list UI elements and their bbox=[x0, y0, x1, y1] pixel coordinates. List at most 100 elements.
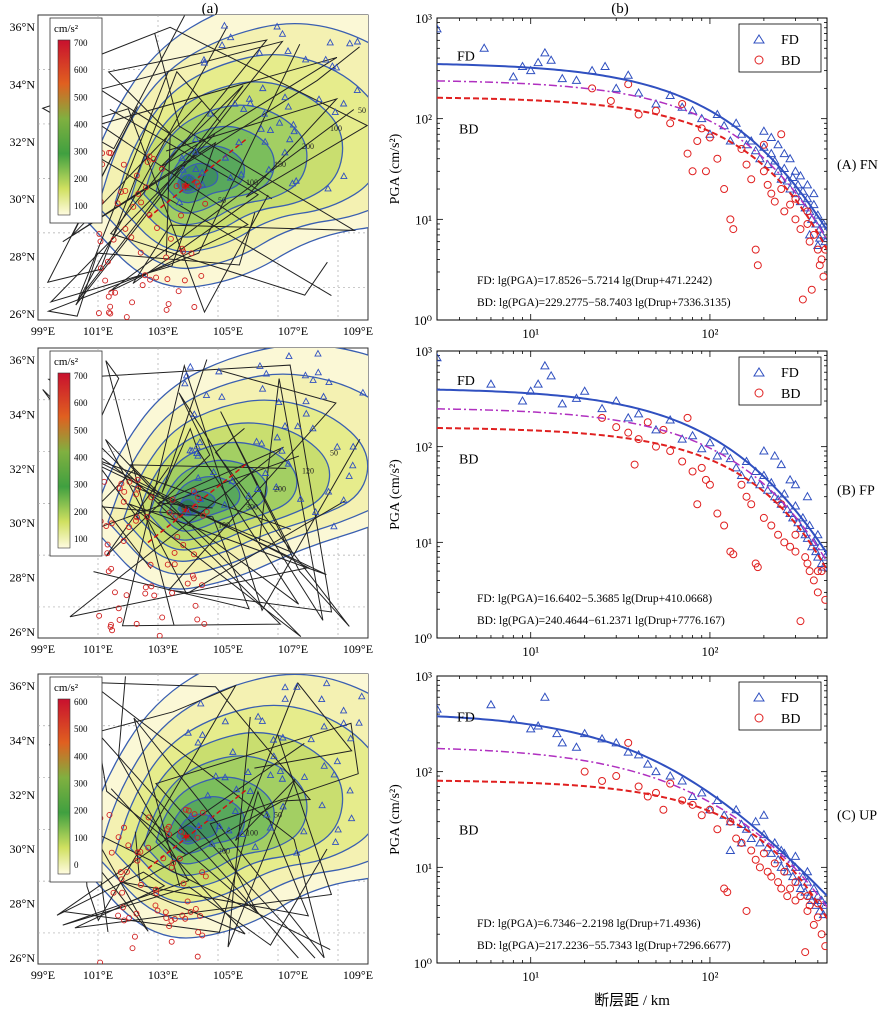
station-circle bbox=[103, 523, 110, 530]
epicenter-icon: ✶ bbox=[180, 505, 192, 520]
y-tick-label: 10² bbox=[415, 440, 432, 455]
fd-point bbox=[802, 179, 813, 189]
station-triangle bbox=[328, 62, 337, 69]
lat-tick-label: 34°N bbox=[10, 733, 36, 747]
fd-point bbox=[611, 83, 622, 92]
station-triangle bbox=[269, 735, 278, 743]
lon-tick-label: 99°E bbox=[31, 968, 55, 982]
station-circle bbox=[184, 580, 191, 587]
lat-tick-label: 36°N bbox=[10, 353, 36, 367]
fd-point bbox=[517, 396, 528, 405]
bd-point bbox=[763, 180, 772, 189]
station-circle bbox=[190, 575, 197, 582]
station-triangle bbox=[359, 388, 367, 396]
bd-point bbox=[803, 892, 812, 901]
fd-point bbox=[437, 704, 442, 713]
station-circle bbox=[106, 811, 113, 818]
station-triangle bbox=[245, 491, 253, 499]
lon-tick-label: 105°E bbox=[213, 642, 243, 656]
station-circle bbox=[168, 917, 175, 924]
fd-point bbox=[557, 737, 568, 747]
station-triangle bbox=[257, 439, 266, 447]
station-triangle bbox=[281, 93, 289, 101]
bd-point bbox=[759, 140, 768, 149]
station-triangle bbox=[331, 108, 339, 116]
station-circle bbox=[164, 561, 171, 568]
bd-point bbox=[805, 901, 814, 910]
station-circle bbox=[138, 199, 145, 206]
station-circle bbox=[184, 898, 191, 905]
station-circle bbox=[121, 488, 128, 495]
bd-point bbox=[697, 811, 706, 820]
station-triangle bbox=[261, 137, 269, 145]
component-label: (B) FP bbox=[837, 484, 875, 499]
bd-point bbox=[786, 884, 795, 893]
station-triangle bbox=[278, 29, 287, 37]
station-triangle bbox=[278, 774, 287, 782]
colorbar-tick-label: 700 bbox=[74, 371, 88, 381]
station-circle bbox=[107, 303, 114, 310]
bd-point bbox=[767, 872, 776, 881]
bd-point bbox=[737, 838, 746, 847]
colorbar-tick-label: 500 bbox=[74, 92, 88, 102]
bd-point bbox=[732, 834, 741, 843]
station-circle bbox=[121, 824, 127, 831]
station-triangle bbox=[220, 500, 229, 508]
legend-fd-icon bbox=[753, 34, 765, 44]
station-triangle bbox=[253, 485, 262, 492]
bd-point bbox=[726, 215, 735, 224]
fd-point bbox=[812, 529, 823, 539]
station-triangle bbox=[309, 376, 317, 383]
fd-point bbox=[759, 126, 769, 135]
bd-point bbox=[678, 796, 687, 805]
bd-point bbox=[821, 595, 827, 604]
fd-point bbox=[779, 148, 790, 158]
station-triangle bbox=[257, 124, 265, 132]
station-circle bbox=[108, 565, 115, 572]
station-circle bbox=[137, 249, 144, 256]
contour-label: 200 bbox=[274, 485, 286, 494]
station-circle bbox=[131, 933, 138, 940]
colorbar-tick-label: 100 bbox=[74, 534, 88, 544]
bd-fit-curve bbox=[437, 427, 827, 571]
station-circle bbox=[128, 234, 135, 241]
province-boundary bbox=[105, 378, 324, 621]
station-circle bbox=[123, 314, 130, 320]
station-circle bbox=[191, 551, 198, 558]
equation-fd: FD: lg(PGA)=16.6402−5.3685 lg(Drup+410.0… bbox=[477, 593, 712, 605]
fd-point bbox=[687, 430, 698, 440]
station-circle bbox=[129, 945, 136, 952]
station-circle bbox=[104, 258, 111, 265]
station-circle bbox=[104, 541, 111, 548]
station-triangle bbox=[220, 21, 229, 29]
colorbar-unit: cm/s² bbox=[54, 23, 79, 35]
station-triangle bbox=[284, 459, 293, 467]
station-triangle bbox=[273, 433, 282, 441]
fd-point bbox=[750, 816, 761, 826]
bd-point bbox=[777, 185, 786, 194]
legend-bd-label: BD bbox=[781, 54, 800, 69]
fd-point bbox=[665, 90, 676, 99]
colorbar bbox=[57, 372, 71, 549]
bd-point bbox=[705, 480, 714, 489]
station-triangle bbox=[339, 706, 348, 714]
bd-point bbox=[713, 154, 722, 163]
bd-point bbox=[713, 825, 722, 834]
province-boundary bbox=[42, 363, 361, 627]
bd-point bbox=[777, 130, 786, 139]
station-circle bbox=[194, 616, 201, 623]
fd-point bbox=[802, 866, 813, 876]
fd-point bbox=[525, 65, 536, 75]
y-tick-label: 10² bbox=[415, 765, 432, 780]
station-circle bbox=[160, 855, 167, 862]
bd-point bbox=[666, 119, 675, 128]
bd-point bbox=[813, 588, 822, 597]
bd-point bbox=[767, 521, 776, 530]
colorbar-tick-label: 200 bbox=[74, 507, 88, 517]
station-circle bbox=[110, 236, 117, 243]
station-circle bbox=[159, 614, 166, 621]
province-boundary bbox=[107, 39, 328, 296]
station-triangle bbox=[285, 352, 293, 359]
station-triangle bbox=[279, 733, 287, 741]
station-triangle bbox=[275, 118, 284, 126]
